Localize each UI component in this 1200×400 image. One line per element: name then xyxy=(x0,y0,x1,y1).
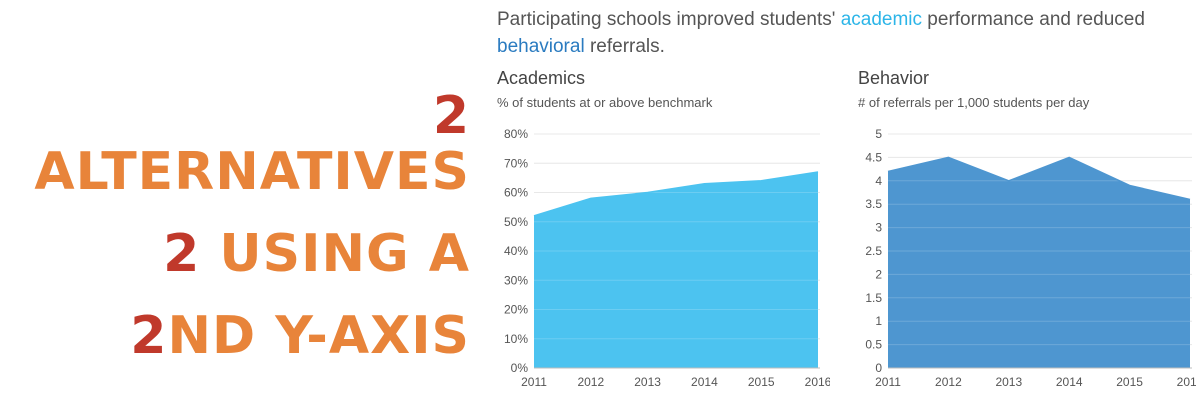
title-line-3: 2ND Y-AXIS xyxy=(0,308,470,364)
behavior-x-tick-label: 2014 xyxy=(1056,375,1083,389)
behavior-x-tick-label: 2015 xyxy=(1116,375,1143,389)
academics-x-tick-label: 2015 xyxy=(748,375,775,389)
title-line-2-number: 2 xyxy=(163,224,201,284)
behavior-area xyxy=(888,157,1190,368)
behavior-y-tick-label: 3.5 xyxy=(865,197,882,211)
headline: Participating schools improved students'… xyxy=(497,6,1177,60)
behavior-x-tick-label: 2016 xyxy=(1177,375,1196,389)
headline-academic: academic xyxy=(840,9,923,30)
behavior-y-tick-label: 4.5 xyxy=(865,150,882,164)
behavior-y-tick-label: 3 xyxy=(875,221,882,235)
title-line-2: 2 USING A xyxy=(0,226,470,282)
academics-y-tick-label: 10% xyxy=(504,332,528,346)
title-line-1-number: 2 xyxy=(432,86,470,146)
academics-x-tick-label: 2012 xyxy=(577,375,604,389)
academics-y-tick-label: 80% xyxy=(504,127,528,141)
behavior-y-tick-label: 4 xyxy=(875,174,882,188)
academics-area xyxy=(534,172,818,368)
title-line-3-number: 2 xyxy=(130,306,168,366)
left-title-block: 2 ALTERNATIVES 2 USING A 2ND Y-AXIS xyxy=(0,88,470,390)
title-line-2-text: USING A xyxy=(200,224,470,284)
behavior-y-tick-label: 0.5 xyxy=(865,338,882,352)
behavior-x-tick-label: 2013 xyxy=(995,375,1022,389)
academics-y-tick-label: 50% xyxy=(504,215,528,229)
behavior-chart: 0 0.5 1 1.5 2 2.5 3 3.5 4 4.5 5 2011 2012 2013 2014 201… xyxy=(865,127,1196,389)
academics-chart-subtitle: % of students at or above benchmark xyxy=(497,95,713,110)
behavior-y-tick-label: 0 xyxy=(875,361,882,375)
academics-chart-title: Academics xyxy=(497,68,586,88)
academics-x-tick-label: 2014 xyxy=(691,375,718,389)
behavior-y-tick-label: 1.5 xyxy=(865,291,882,305)
academics-y-tick-label: 60% xyxy=(504,186,528,200)
academics-y-tick-label: 70% xyxy=(504,156,528,170)
academics-y-tick-label: 20% xyxy=(504,303,528,317)
headline-part-2: performance and reduced xyxy=(922,9,1145,30)
academics-x-tick-label: 2013 xyxy=(634,375,661,389)
academics-chart: 0% 10% 20% 30% 40% 50% 60% 70% 80% 2011 2012 2013 20… xyxy=(504,127,830,389)
behavior-y-tick-label: 2 xyxy=(875,267,882,281)
behavior-y-tick-label: 5 xyxy=(875,127,882,141)
title-line-1-text: ALTERNATIVES xyxy=(34,142,470,202)
headline-part-3: referrals. xyxy=(584,36,665,57)
behavior-y-tick-label: 1 xyxy=(875,314,882,328)
behavior-area-line xyxy=(887,156,1191,201)
title-line-1: 2 ALTERNATIVES xyxy=(0,88,470,200)
behavior-chart-subtitle: # of referrals per 1,000 students per da… xyxy=(858,95,1090,110)
academics-y-tick-label: 30% xyxy=(504,273,528,287)
headline-behavioral: behavioral xyxy=(497,36,585,57)
behavior-chart-title: Behavior xyxy=(858,68,930,88)
academics-y-tick-label: 40% xyxy=(504,244,528,258)
behavior-x-tick-label: 2012 xyxy=(935,375,962,389)
academics-area-line xyxy=(533,171,819,217)
academics-y-tick-label: 0% xyxy=(511,361,529,375)
academics-x-tick-label: 2016 xyxy=(805,375,830,389)
title-line-3-text: ND Y-AXIS xyxy=(167,306,470,366)
headline-part-1: Participating schools improved students' xyxy=(497,9,841,30)
behavior-x-tick-label: 2011 xyxy=(875,375,901,389)
academics-x-tick-label: 2011 xyxy=(521,375,547,389)
behavior-y-tick-label: 2.5 xyxy=(865,244,882,258)
